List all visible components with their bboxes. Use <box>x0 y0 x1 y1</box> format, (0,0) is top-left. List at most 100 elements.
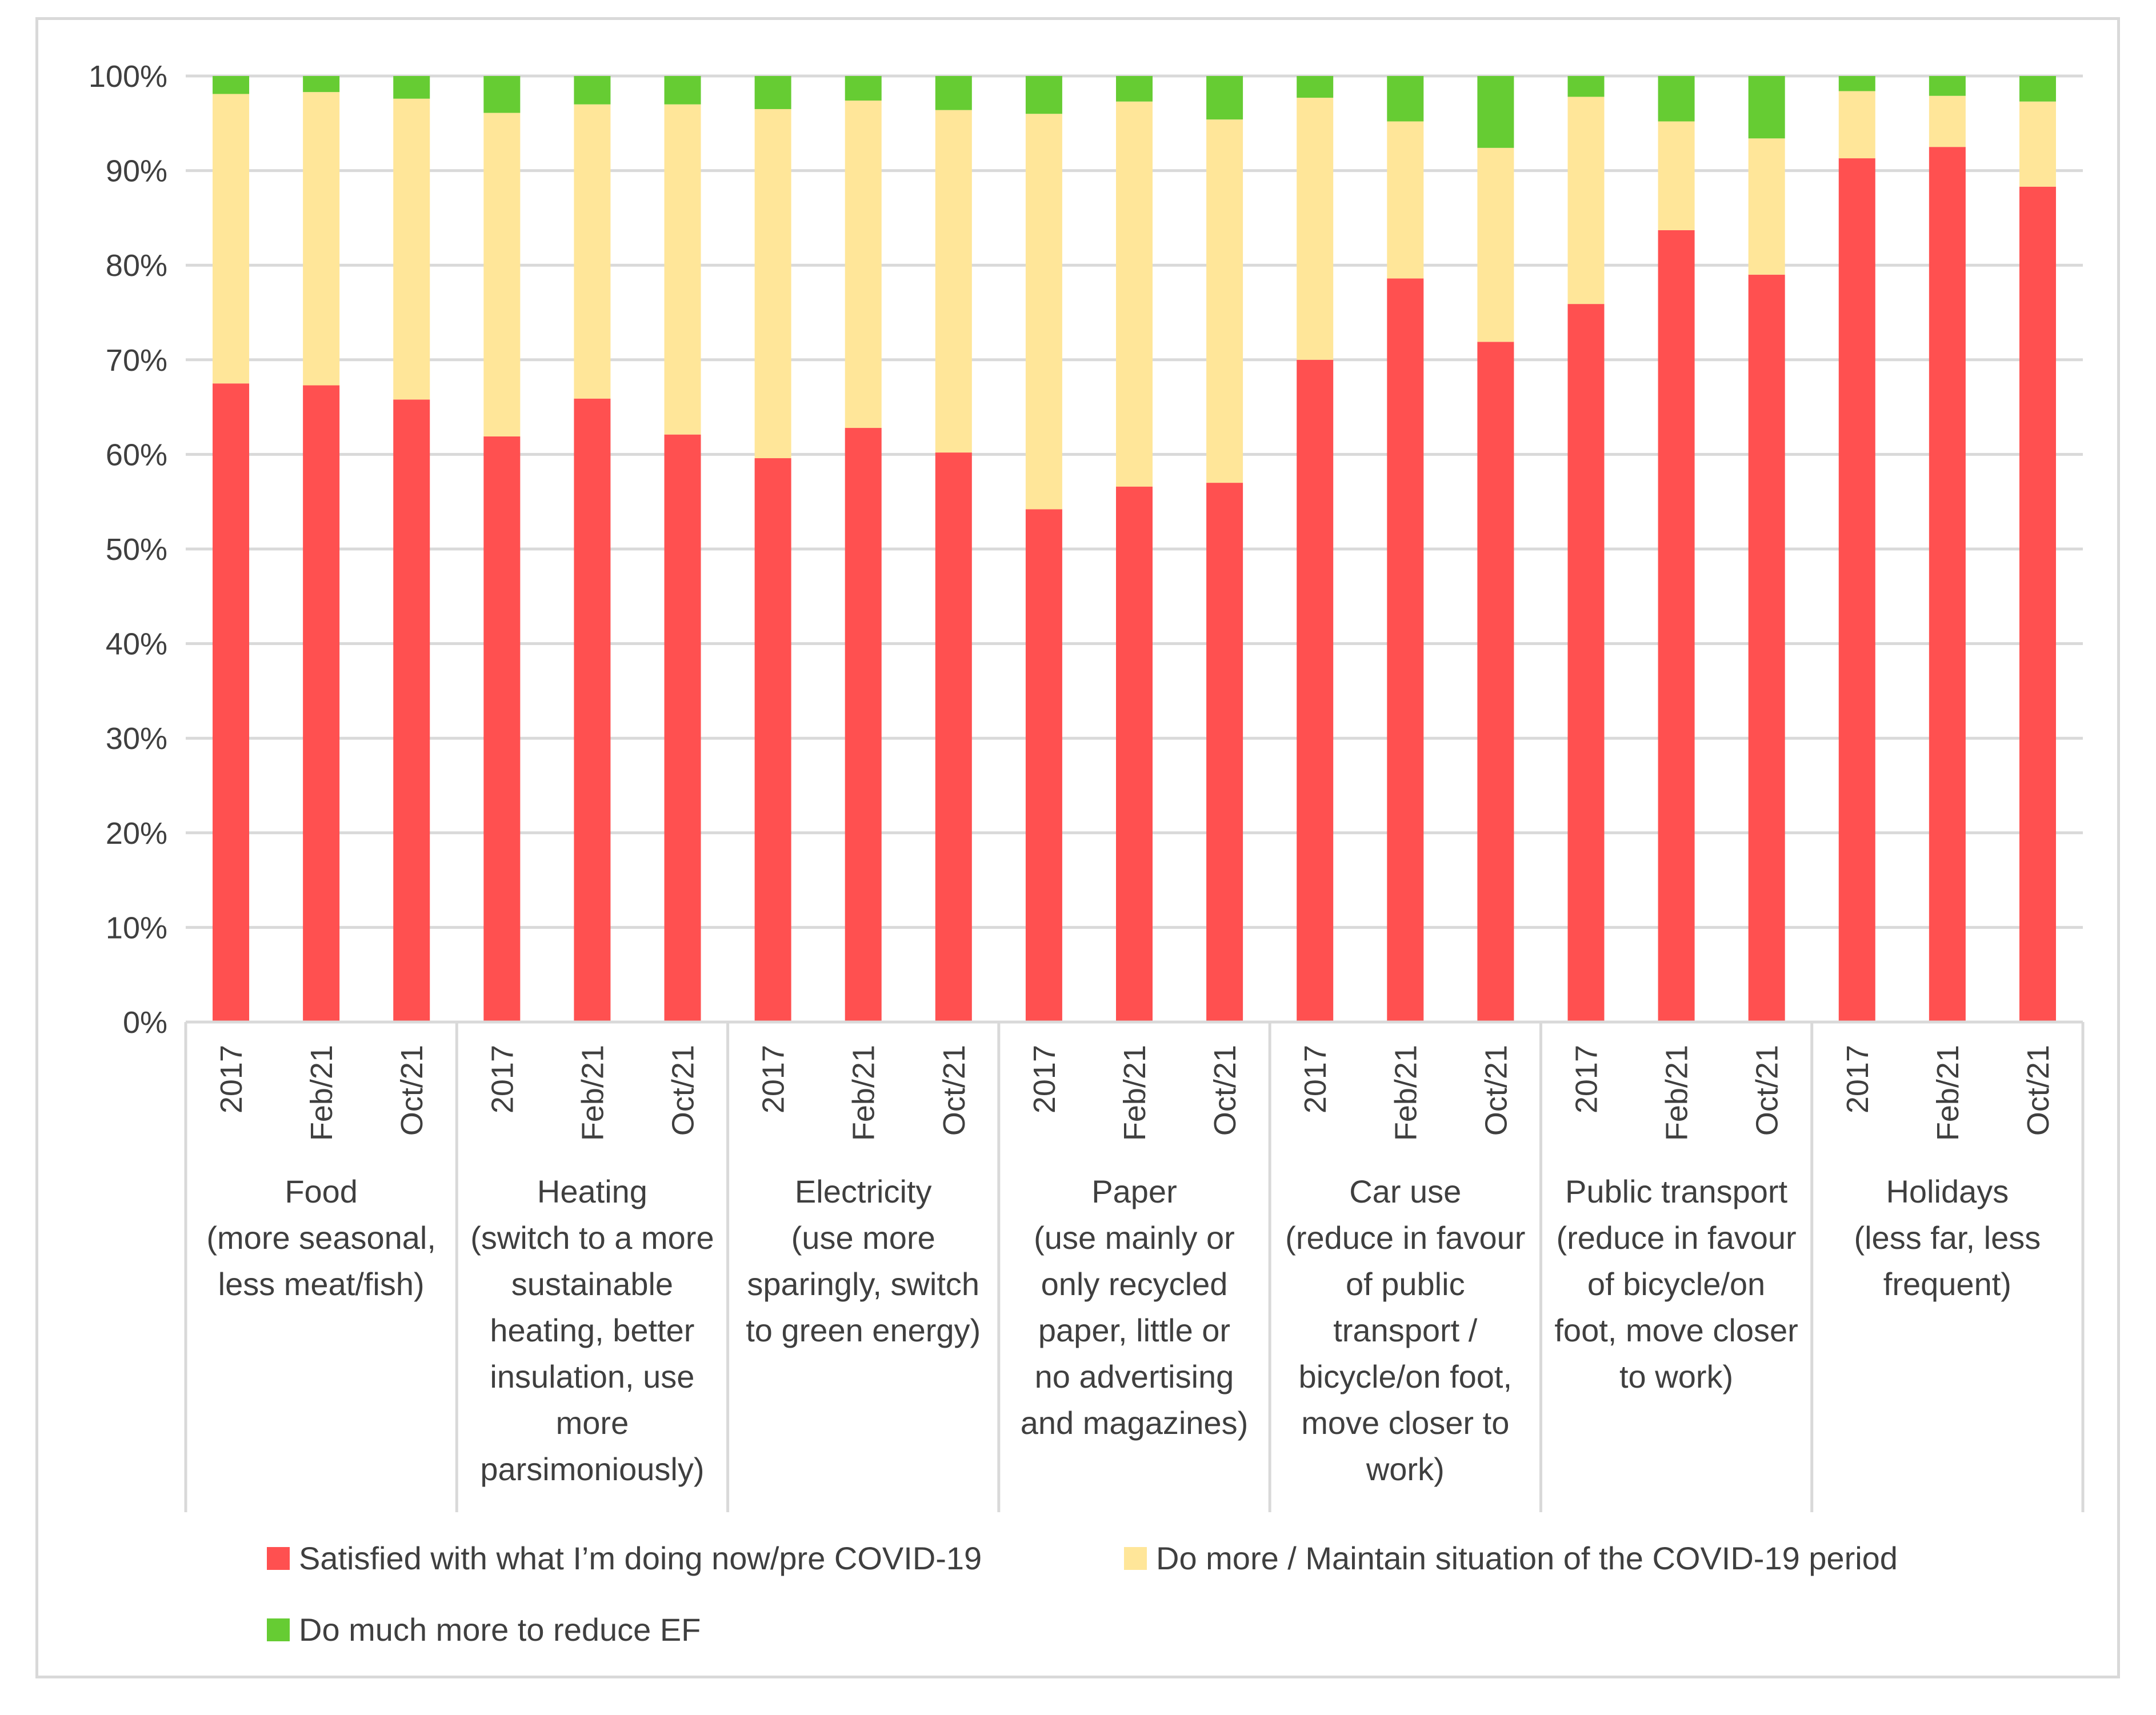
bar-segment-series-2-3-2017 <box>754 76 791 109</box>
category-label-line: heating, better <box>490 1312 694 1348</box>
bar-segment-series-2-1-feb21 <box>303 76 340 93</box>
bar-segment-series-1-7-2017 <box>1838 91 1875 159</box>
bar-segment-series-0-4-2017 <box>1025 509 1062 1022</box>
x-period-label: Oct/21 <box>937 1045 971 1136</box>
category-label-line: and magazines) <box>1021 1405 1248 1441</box>
category-label-line: paper, little or <box>1038 1312 1230 1348</box>
x-period-label: 2017 <box>1027 1045 1062 1113</box>
x-period-label: 2017 <box>485 1045 519 1113</box>
bar-segment-series-0-5-oct21 <box>1477 342 1514 1023</box>
stacked-bar-chart: 0% 10% 20% 30% 40% 50% 60% 70% 80% 90% 100% 2017 Feb… <box>89 59 2085 1512</box>
category-label-line: more <box>556 1405 629 1441</box>
category-label-line: less meat/fish) <box>218 1266 425 1302</box>
bar-segment-series-1-2-feb21 <box>574 104 611 399</box>
x-period-label: Feb/21 <box>305 1045 339 1141</box>
y-tick-label: 10% <box>106 911 167 945</box>
bar-segment-series-1-7-feb21 <box>1929 95 1966 147</box>
bar-segment-series-1-6-oct21 <box>1748 138 1785 275</box>
bar-segment-series-0-3-feb21 <box>845 428 882 1022</box>
bar-segment-series-0-5-feb21 <box>1387 278 1424 1022</box>
bar-segment-series-2-6-2017 <box>1567 76 1605 97</box>
bar-segment-series-1-5-oct21 <box>1477 147 1514 342</box>
y-tick-label: 90% <box>106 154 167 189</box>
category-label-line: Food <box>285 1173 358 1209</box>
bar-segment-series-2-5-2017 <box>1297 76 1334 98</box>
bar-segment-series-0-6-oct21 <box>1748 274 1785 1022</box>
x-period-label: Oct/21 <box>395 1045 429 1136</box>
legend-label: Do much more to reduce EF <box>299 1612 701 1648</box>
x-period-label: Feb/21 <box>1660 1045 1694 1141</box>
bar-segment-series-1-3-oct21 <box>935 110 972 453</box>
bar-segment-series-0-7-oct21 <box>2019 186 2056 1023</box>
category-label-line: parsimoniously) <box>480 1451 704 1487</box>
y-tick-label: 40% <box>106 627 167 662</box>
category-label-group-4: Paper (use mainly or only recycled paper, l… <box>1021 1173 1248 1441</box>
legend-label: Do more / Maintain situation of the COVI… <box>1156 1540 1898 1576</box>
bar-segment-series-1-3-feb21 <box>845 101 882 428</box>
x-period-label: Feb/21 <box>1389 1045 1423 1141</box>
chart-frame: 0% 10% 20% 30% 40% 50% 60% 70% 80% 90% 100% 2017 Feb… <box>35 17 2120 1678</box>
category-label-line: (switch to a more <box>470 1220 714 1256</box>
y-tick-label: 80% <box>106 249 167 283</box>
category-label-line: to green energy) <box>746 1312 981 1348</box>
bar-segment-series-1-5-feb21 <box>1387 121 1424 279</box>
bar-segment-series-0-1-2017 <box>213 383 250 1023</box>
category-label-line: (more seasonal, <box>206 1220 436 1256</box>
legend-swatch-red <box>267 1546 290 1570</box>
category-label-line: of public <box>1346 1266 1465 1302</box>
bar-segment-series-0-3-oct21 <box>935 452 972 1022</box>
legend-swatch-yellow <box>1124 1546 1147 1570</box>
bar-segment-series-0-1-oct21 <box>393 399 430 1022</box>
bar-segment-series-2-3-feb21 <box>845 76 882 101</box>
bar-segment-series-0-7-feb21 <box>1929 147 1966 1023</box>
y-tick-label: 0% <box>123 1005 167 1040</box>
bar-segment-series-0-2-feb21 <box>574 398 611 1022</box>
bar-segment-series-1-5-2017 <box>1297 98 1334 360</box>
bar-segment-series-2-3-oct21 <box>935 76 972 110</box>
x-period-label: Oct/21 <box>1208 1045 1242 1136</box>
bar-segment-series-2-1-2017 <box>213 76 250 94</box>
bar-segment-series-2-1-oct21 <box>393 76 430 99</box>
x-period-label: Oct/21 <box>666 1045 701 1136</box>
bar-segment-series-0-2-oct21 <box>664 434 701 1022</box>
x-period-label: Feb/21 <box>575 1045 610 1141</box>
category-label-line: move closer to <box>1301 1405 1509 1441</box>
category-label-group-5: Car use (reduce in favour of public transpo… <box>1285 1173 1525 1487</box>
category-label-line: foot, move closer <box>1554 1312 1798 1348</box>
x-period-label: 2017 <box>757 1045 791 1113</box>
category-label-line: sparingly, switch <box>747 1266 979 1302</box>
category-label-line: (reduce in favour <box>1556 1220 1796 1256</box>
category-label-line: work) <box>1366 1451 1445 1487</box>
bar-segment-series-1-6-feb21 <box>1658 121 1695 230</box>
y-tick-label: 70% <box>106 343 167 378</box>
legend-label: Satisfied with what I’m doing now/pre CO… <box>299 1540 982 1576</box>
x-period-label: Oct/21 <box>2021 1045 2055 1136</box>
category-label-line: to work) <box>1619 1359 1733 1395</box>
bar-segment-series-2-4-oct21 <box>1206 76 1243 120</box>
category-label-line: Heating <box>537 1173 647 1209</box>
x-period-label: Feb/21 <box>1931 1045 1965 1141</box>
bar-segment-series-2-4-2017 <box>1025 76 1062 114</box>
category-label-line: transport / <box>1333 1312 1478 1348</box>
category-label-line: Electricity <box>795 1173 932 1209</box>
bar-segment-series-0-1-feb21 <box>303 385 340 1023</box>
category-label-line: Paper <box>1091 1173 1177 1209</box>
category-label-line: of bicycle/on <box>1587 1266 1765 1302</box>
category-label-group-3: Electricity (use more sparingly, switch to … <box>746 1173 981 1348</box>
axes: 0% 10% 20% 30% 40% 50% 60% 70% 80% 90% 100% 2017 Feb… <box>89 59 2085 1512</box>
category-label-group-2: Heating (switch to a more sustainable heati… <box>470 1173 714 1487</box>
bar-segment-series-0-4-oct21 <box>1206 483 1243 1022</box>
x-period-label: Feb/21 <box>1118 1045 1152 1141</box>
bar-segment-series-1-4-oct21 <box>1206 119 1243 483</box>
bar-segment-series-0-3-2017 <box>754 458 791 1022</box>
bar-segment-series-2-6-oct21 <box>1748 76 1785 139</box>
category-label-line: sustainable <box>511 1266 673 1302</box>
bar-segment-series-1-4-2017 <box>1025 114 1062 510</box>
bar-segment-series-1-4-feb21 <box>1116 101 1153 487</box>
y-tick-label: 30% <box>106 722 167 756</box>
category-label-line: Car use <box>1349 1173 1461 1209</box>
category-label-group-1: Food (more seasonal, less meat/fish) <box>206 1173 436 1302</box>
y-tick-label: 50% <box>106 532 167 567</box>
category-label-line: (use mainly or <box>1034 1220 1235 1256</box>
x-period-label: 2017 <box>1298 1045 1333 1113</box>
